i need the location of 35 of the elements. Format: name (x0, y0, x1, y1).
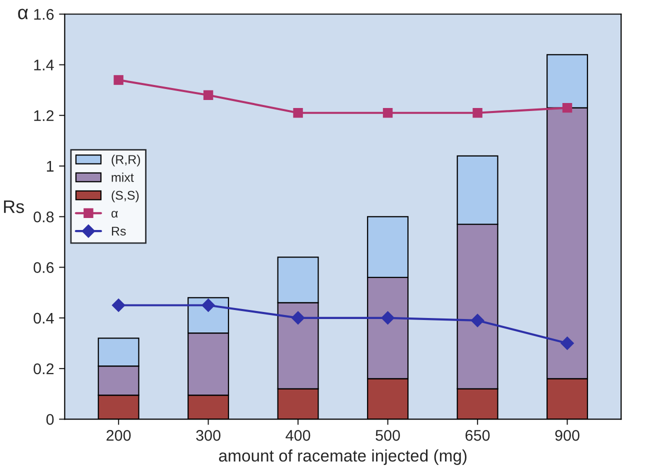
point (560, 336, 574, 350)
point (293, 108, 303, 118)
point (381, 311, 394, 325)
y-tick-label: 1.2 (34, 110, 54, 121)
x-tick-label: 900 (555, 430, 580, 441)
legend-label: mixt (112, 172, 134, 182)
y-tick-label: 0.6 (34, 262, 54, 273)
point (114, 75, 124, 85)
point (562, 102, 572, 113)
y-axis-title: Rs (4, 200, 24, 214)
legend-label: (S,S) (112, 190, 139, 202)
point (470, 314, 484, 328)
x-tick-label: 300 (196, 430, 220, 441)
y-tick-label: 0 (46, 414, 54, 425)
point (472, 108, 482, 118)
point (291, 311, 305, 325)
x-tick-label: 500 (376, 430, 400, 441)
text: α (18, 8, 28, 20)
y-tick-label: 1.4 (34, 60, 54, 70)
point (382, 108, 393, 118)
x-tick-label: 200 (106, 430, 131, 441)
x-tick-label: 400 (286, 430, 310, 441)
y-tick-label: 0.8 (34, 212, 54, 222)
y-tick-label: 1 (46, 161, 54, 172)
point (112, 298, 126, 312)
x-tick-label: 650 (466, 430, 490, 441)
point (202, 298, 215, 312)
legend-label: (R,R) (112, 154, 140, 166)
y-tick-label: 0.2 (34, 363, 54, 374)
point (203, 90, 214, 100)
y-tick-label: 1.6 (34, 9, 54, 20)
x-axis-title: amount of racemate injected (mg) (219, 449, 466, 465)
legend-label: α (111, 210, 118, 218)
y-tick-label: 0.4 (34, 312, 54, 324)
legend-label: Rs (112, 226, 126, 236)
